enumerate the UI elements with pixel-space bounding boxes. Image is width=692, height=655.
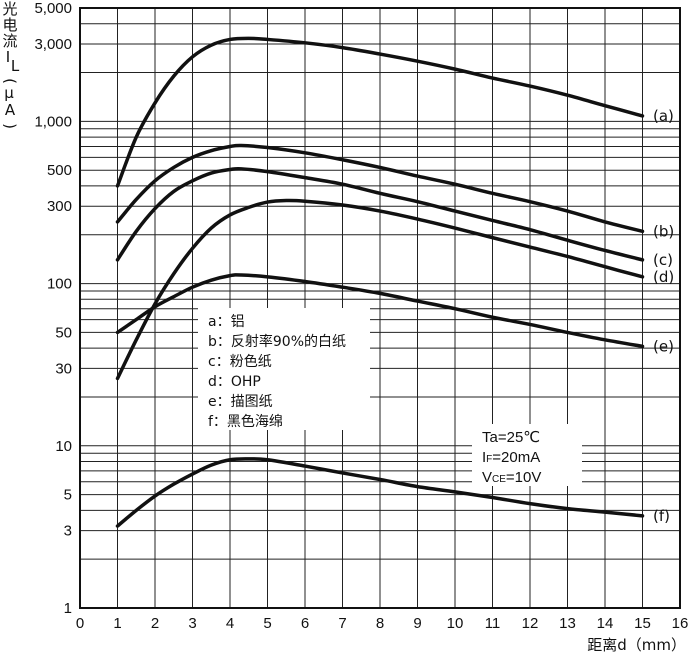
y-tick-label: 500 bbox=[47, 162, 72, 179]
y-axis-title-char: 光 bbox=[2, 0, 17, 18]
series-line-d bbox=[115, 198, 645, 381]
series-line-f bbox=[115, 457, 645, 528]
legend-box bbox=[198, 308, 370, 430]
x-tick-label: 4 bbox=[226, 615, 234, 632]
y-axis-title-char: L bbox=[11, 57, 20, 75]
x-tick-label: 0 bbox=[76, 615, 84, 632]
y-tick-label: 50 bbox=[55, 324, 72, 341]
y-tick-label: 1 bbox=[64, 600, 72, 617]
legend: a：铝 b：反射率90%的白纸 c：粉色纸 d：OHP e：描图纸 f：黑色海绵 bbox=[198, 308, 370, 430]
condition-line: VCE=10V bbox=[482, 469, 541, 486]
series-line-c bbox=[115, 166, 645, 262]
y-axis-title-char: μ bbox=[4, 84, 14, 102]
series-line-e bbox=[115, 273, 645, 349]
condition-line: Ta=25℃ bbox=[482, 429, 540, 446]
series-label-c: (c) bbox=[653, 251, 673, 269]
tick-labels: 0 1 2 3 4 5 6 7 8 9 10 11 12 13 14 15 161351030501003005… bbox=[34, 0, 688, 632]
y-axis-title-char: A bbox=[5, 101, 16, 119]
legend-item-d: d：OHP bbox=[208, 374, 261, 390]
grid bbox=[79, 7, 681, 609]
y-axis-title-char: I bbox=[6, 48, 10, 66]
x-tick-label: 11 bbox=[485, 615, 501, 632]
x-tick-label: 16 bbox=[672, 615, 689, 632]
x-tick-label: 5 bbox=[263, 615, 271, 632]
x-tick-label: 12 bbox=[522, 615, 539, 632]
legend-item-a: a：铝 bbox=[208, 314, 245, 330]
legend-item-e: e：描图纸 bbox=[208, 394, 273, 410]
series-label-f: (f) bbox=[653, 507, 670, 525]
y-axis-title-char: 流 bbox=[2, 32, 17, 50]
series-labels: (a) (b) (c)(d) (e) (f) bbox=[653, 107, 674, 525]
legend-item-c: c：粉色纸 bbox=[208, 353, 272, 370]
y-tick-label: 3,000 bbox=[34, 36, 72, 53]
x-tick-label: 6 bbox=[301, 615, 309, 632]
x-tick-label: 14 bbox=[597, 615, 614, 632]
y-tick-label: 100 bbox=[47, 276, 72, 293]
x-tick-label: 8 bbox=[376, 615, 384, 632]
series-line-a bbox=[115, 36, 645, 188]
y-tick-label: 1,000 bbox=[34, 113, 72, 130]
legend-item-f: f：黑色海绵 bbox=[208, 413, 283, 430]
series-label-d: (d) bbox=[653, 268, 674, 286]
x-axis-title: 距离d（mm） bbox=[587, 636, 686, 654]
y-tick-label: 300 bbox=[47, 198, 72, 215]
x-tick-label: 3 bbox=[188, 615, 196, 632]
y-tick-label: 5 bbox=[64, 487, 72, 504]
plot-frame bbox=[79, 7, 681, 609]
test-conditions: Ta=25℃ IF=20mA VCE=10V bbox=[472, 424, 582, 486]
x-tick-label: 15 bbox=[634, 615, 651, 632]
x-tick-label: 1 bbox=[113, 615, 121, 632]
condition-line: IF=20mA bbox=[482, 449, 540, 466]
x-tick-label: 7 bbox=[338, 615, 346, 632]
series-label-a: (a) bbox=[653, 107, 674, 125]
series-label-e: (e) bbox=[653, 337, 674, 355]
series-line-b bbox=[115, 143, 645, 234]
series-lines bbox=[115, 36, 645, 528]
conditions-box bbox=[472, 424, 582, 486]
x-tick-label: 13 bbox=[559, 615, 576, 632]
y-axis-title-char: 电 bbox=[2, 16, 17, 34]
y-tick-label: 3 bbox=[64, 523, 72, 540]
x-tick-label: 10 bbox=[447, 615, 464, 632]
x-tick-label: 9 bbox=[413, 615, 421, 632]
y-tick-label: 30 bbox=[55, 360, 72, 377]
legend-item-b: b：反射率90%的白纸 bbox=[208, 333, 346, 350]
series-label-b: (b) bbox=[653, 222, 674, 240]
y-tick-label: 5,000 bbox=[34, 0, 72, 17]
y-tick-label: 10 bbox=[55, 438, 72, 455]
y-axis-title-char: ) bbox=[1, 123, 19, 129]
y-axis-title-char: ( bbox=[1, 78, 19, 84]
x-tick-label: 2 bbox=[151, 615, 159, 632]
